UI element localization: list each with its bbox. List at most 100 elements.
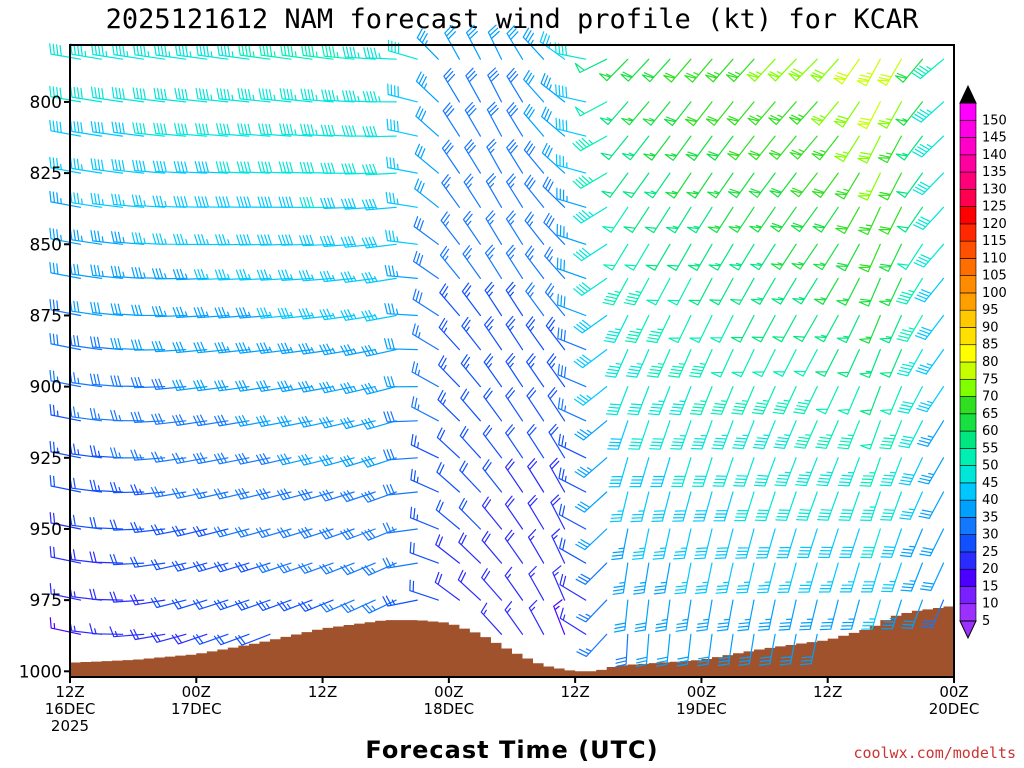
wind-barb — [574, 386, 608, 406]
y-axis: 800 825 850 875 900 925 950 975 1000 — [19, 93, 70, 682]
wind-barb — [235, 269, 271, 281]
wind-barb — [361, 271, 397, 284]
wind-barb — [552, 565, 566, 601]
wind-barb — [573, 243, 608, 262]
wind-barb — [736, 562, 755, 594]
wind-barb — [599, 101, 629, 126]
wind-barb — [810, 58, 839, 83]
colorbar-swatch — [959, 413, 977, 432]
wind-barb — [415, 71, 439, 103]
wind-barb — [915, 314, 945, 340]
credit-text[interactable]: coolwx.com/modelts — [853, 744, 1016, 762]
wind-barb — [901, 599, 923, 629]
wind-barb — [857, 135, 881, 164]
wind-barb — [131, 304, 166, 317]
wind-barb — [524, 174, 545, 208]
colorbar-swatch — [959, 499, 977, 518]
wind-barb — [319, 489, 355, 502]
wind-barb — [839, 562, 860, 593]
wind-barb — [214, 414, 250, 427]
wind-barb — [192, 599, 229, 610]
wind-barb — [504, 566, 524, 601]
wind-barb — [894, 58, 923, 83]
wind-barb — [383, 411, 418, 423]
colorbar-tick-label: 65 — [982, 407, 999, 422]
wind-barb — [696, 599, 713, 632]
wind-barb — [715, 562, 734, 594]
wind-barb — [797, 528, 818, 559]
wind-barb — [111, 159, 145, 174]
wind-barb — [69, 548, 103, 564]
wind-barb — [556, 187, 587, 208]
wind-barb — [277, 415, 313, 428]
wind-barb — [458, 497, 481, 530]
wind-barb — [462, 210, 481, 245]
wind-barb — [90, 158, 124, 174]
wind-barb — [277, 488, 313, 501]
wind-barb — [793, 349, 818, 377]
wind-barb — [655, 599, 671, 633]
wind-barb — [342, 46, 376, 60]
wind-barb — [110, 447, 145, 459]
wind-barb — [550, 494, 566, 530]
wind-barb — [436, 427, 460, 459]
colorbar-swatch — [959, 223, 977, 242]
colorbar-top-arrow — [959, 84, 977, 104]
wind-barb — [664, 135, 692, 161]
colorbar-swatch — [959, 102, 977, 121]
wind-barb — [438, 355, 460, 388]
wind-barb — [193, 452, 229, 465]
wind-barb — [361, 344, 397, 357]
wind-barb — [385, 191, 418, 208]
wind-barb — [111, 231, 145, 245]
wind-barb — [277, 453, 313, 466]
wind-barb — [555, 117, 587, 137]
wind-barb — [693, 528, 713, 560]
colorbar-swatch — [959, 344, 977, 363]
wind-barb — [131, 339, 166, 351]
wind-barb — [69, 263, 103, 279]
wind-barb — [779, 633, 797, 666]
wind-barb — [912, 172, 945, 196]
wind-barb — [49, 261, 82, 279]
wind-barb — [523, 140, 545, 174]
wind-barb — [896, 349, 923, 377]
wind-barb — [714, 528, 734, 559]
wind-barb — [817, 528, 839, 559]
wind-barb — [133, 43, 166, 60]
wind-barb — [110, 375, 145, 388]
wind-barb — [435, 534, 460, 564]
wind-barb — [546, 353, 566, 388]
wind-barb — [834, 135, 860, 163]
wind-barb — [443, 67, 460, 103]
wind-barb — [256, 307, 292, 319]
wind-barb — [279, 123, 313, 137]
colorbar-swatch — [959, 551, 977, 570]
wind-barb — [464, 139, 481, 174]
wind-barb — [409, 579, 439, 601]
wind-barb — [706, 135, 734, 161]
wind-barb — [896, 172, 923, 198]
wind-barb — [707, 206, 734, 234]
colorbar-swatch — [959, 568, 977, 587]
colorbar-swatch — [959, 448, 977, 466]
wind-barb — [49, 546, 82, 564]
colorbar-tick-label: 135 — [982, 165, 1007, 180]
colorbar-swatch — [959, 137, 977, 156]
wind-barb — [526, 353, 545, 388]
wind-barb — [794, 420, 818, 449]
wind-barb — [361, 236, 397, 249]
wind-barb — [386, 118, 418, 137]
x-tick-label: 20DEC — [929, 700, 980, 718]
wind-barb — [298, 307, 334, 320]
wind-barb — [49, 156, 82, 174]
wind-barb — [789, 101, 818, 125]
wind-barb — [789, 135, 818, 160]
wind-barb — [130, 484, 166, 496]
colorbar-swatch — [959, 292, 977, 311]
wind-barb — [319, 454, 355, 467]
wind-barb — [111, 86, 145, 103]
wind-barb — [235, 380, 271, 392]
wind-barb — [772, 314, 797, 343]
wind-barb — [173, 161, 208, 174]
